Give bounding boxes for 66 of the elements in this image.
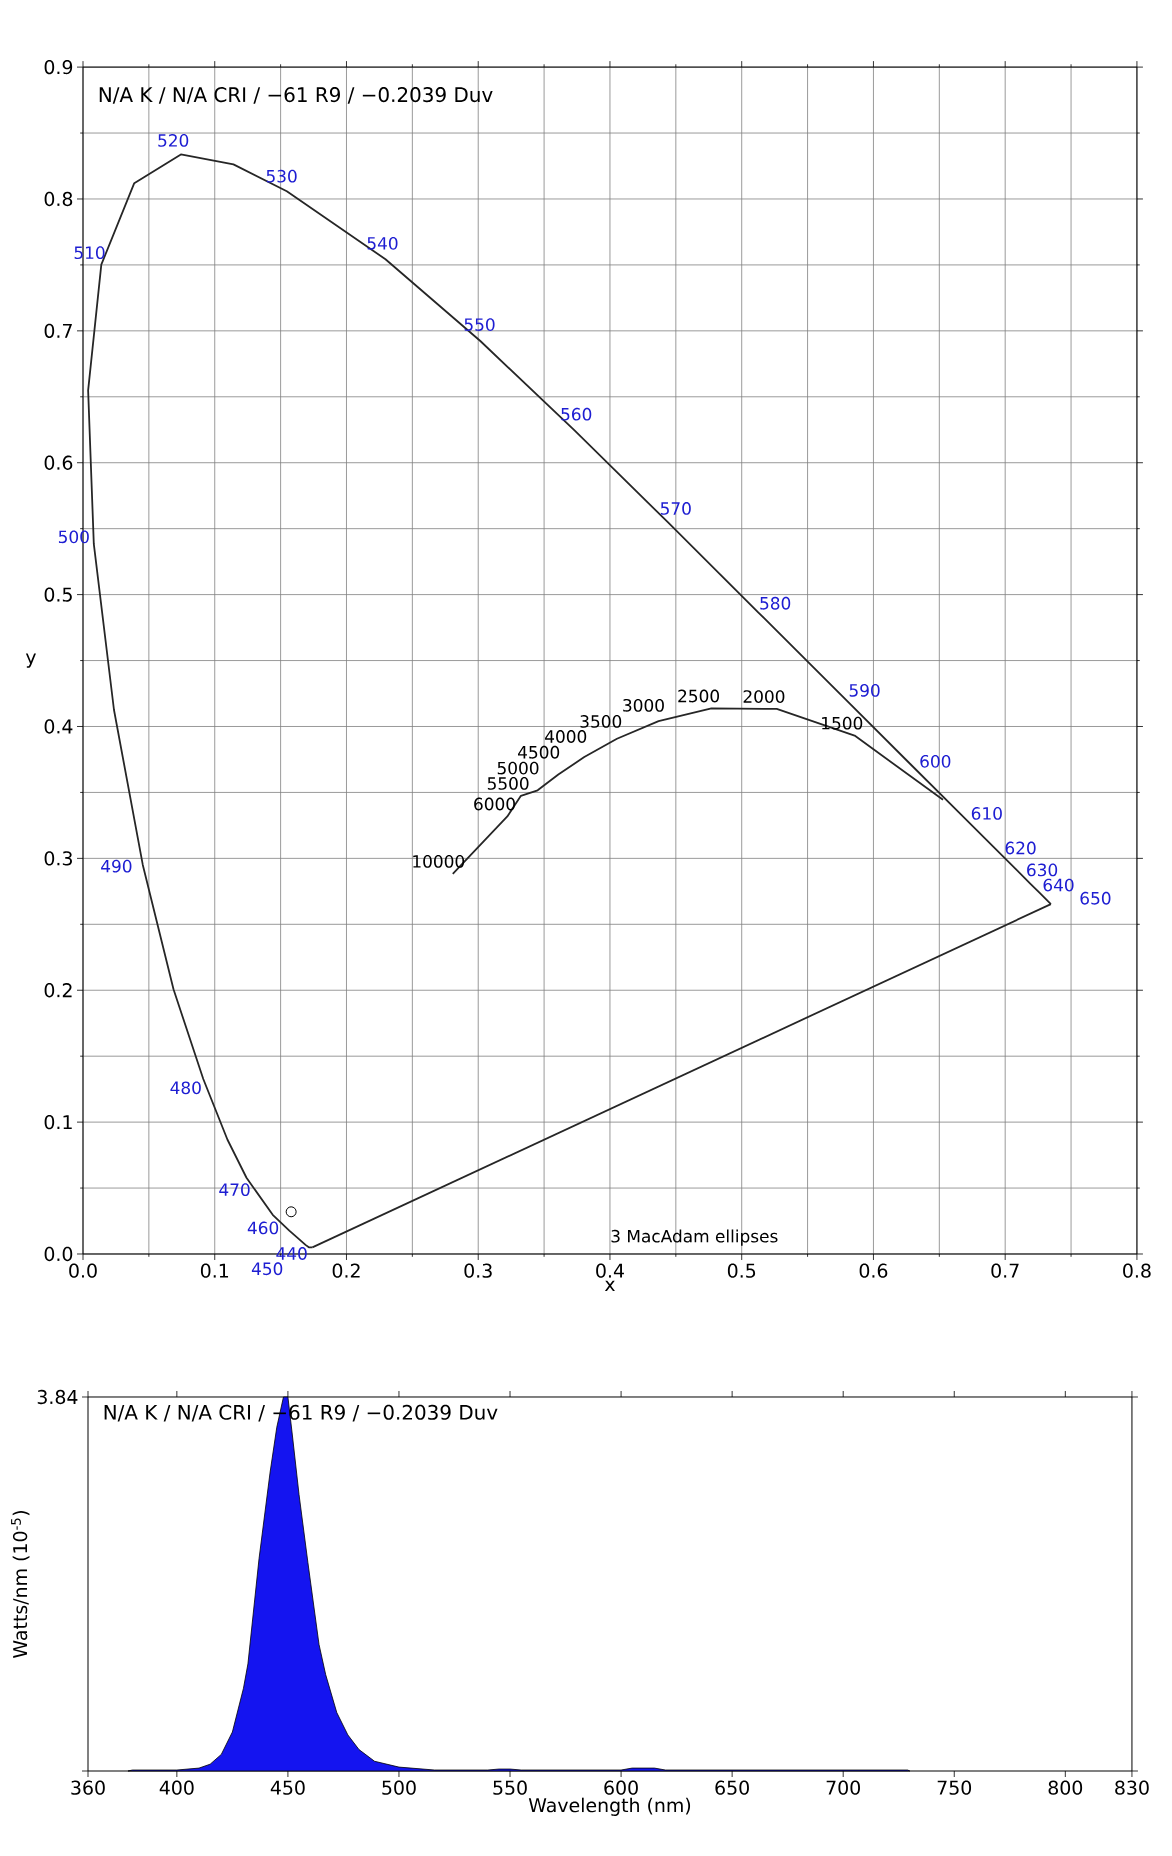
annotation: 520 xyxy=(158,133,189,147)
y-tick-label: 0.0 xyxy=(44,1246,73,1262)
x-tick-label: 0.8 xyxy=(1123,1263,1151,1278)
annotation: 5500 xyxy=(487,777,529,790)
x-tick-label: 600 xyxy=(604,1780,638,1795)
x-tick-label: 360 xyxy=(71,1780,105,1795)
annotation: 460 xyxy=(247,1221,279,1235)
y-tick-label: 0.9 xyxy=(44,59,73,75)
annotation: 470 xyxy=(219,1183,250,1197)
y-tick-label: 0.2 xyxy=(44,983,72,998)
annotation: 1500 xyxy=(822,716,863,730)
y-tick-label: 0.6 xyxy=(44,455,73,470)
x-tick-label: 0.7 xyxy=(991,1263,1019,1278)
x-tick-label: 450 xyxy=(270,1780,305,1795)
annotation: 5000 xyxy=(497,761,539,775)
annotation: 620 xyxy=(1005,841,1036,855)
y-tick-label: 0.1 xyxy=(44,1114,72,1130)
annotation: 490 xyxy=(101,859,132,873)
y-tick-label: 0.7 xyxy=(44,323,72,339)
annotation: 2000 xyxy=(743,690,785,703)
annotation: 2500 xyxy=(678,689,720,703)
annotation: 4500 xyxy=(518,745,560,759)
text: N/A K / N/A CRI / −61 R9 / −0.2039 Duv xyxy=(99,87,493,104)
x-axis-title: Wavelength (nm) xyxy=(528,1797,691,1816)
y-tick-label: 0.8 xyxy=(44,191,73,207)
annotation: 590 xyxy=(849,683,880,697)
annotation: 550 xyxy=(464,318,495,332)
x-tick-label: 700 xyxy=(826,1780,860,1795)
x-tick-label: 830 xyxy=(1115,1780,1149,1795)
x-tick-label: 400 xyxy=(159,1780,194,1795)
x-tick-label: 0.3 xyxy=(464,1263,492,1278)
x-tick-label: 0.5 xyxy=(727,1263,756,1278)
annotation: 560 xyxy=(561,407,592,421)
annotation: 6000 xyxy=(474,797,515,811)
x-tick-label: 0.0 xyxy=(69,1263,97,1278)
annotation: 3 MacAdam ellipses xyxy=(611,1229,778,1246)
x-tick-label: 650 xyxy=(715,1780,749,1795)
annotation: 630 xyxy=(1027,863,1058,877)
x-tick-label: 0.6 xyxy=(859,1263,888,1278)
x-tick-label: 0.2 xyxy=(332,1263,360,1278)
annotation: 540 xyxy=(367,236,398,250)
annotation: 570 xyxy=(660,502,691,515)
annotation: 4000 xyxy=(545,730,587,743)
annotation: 610 xyxy=(971,807,1002,820)
y-tick-label: 3.84 xyxy=(37,1389,78,1405)
annotation: 650 xyxy=(1080,891,1111,905)
y-axis-title: y xyxy=(25,653,36,668)
annotation: 640 xyxy=(1043,878,1074,892)
x-tick-label: 800 xyxy=(1048,1780,1083,1795)
x-tick-label: 550 xyxy=(493,1780,527,1795)
y-tick-label: 0.5 xyxy=(44,587,72,602)
annotation: 3500 xyxy=(580,715,622,728)
annotation: 10000 xyxy=(413,854,465,868)
x-tick-label: 0.4 xyxy=(596,1263,624,1278)
x-tick-label: 750 xyxy=(937,1780,972,1795)
x-tick-label: 0.1 xyxy=(200,1263,229,1278)
annotation: 580 xyxy=(760,596,791,610)
y-tick-label: 0.4 xyxy=(44,719,73,734)
y-axis-title: Watts/nm (10$^{-5}$) xyxy=(11,1511,30,1658)
annotation: 480 xyxy=(170,1081,201,1095)
x-axis-title: x xyxy=(604,1280,615,1292)
y-tick-label: 0.3 xyxy=(44,851,72,866)
annotation: 3000 xyxy=(623,698,664,712)
x-tick-label: 500 xyxy=(382,1780,416,1795)
annotation: 600 xyxy=(920,754,951,768)
annotation: 530 xyxy=(266,169,297,183)
